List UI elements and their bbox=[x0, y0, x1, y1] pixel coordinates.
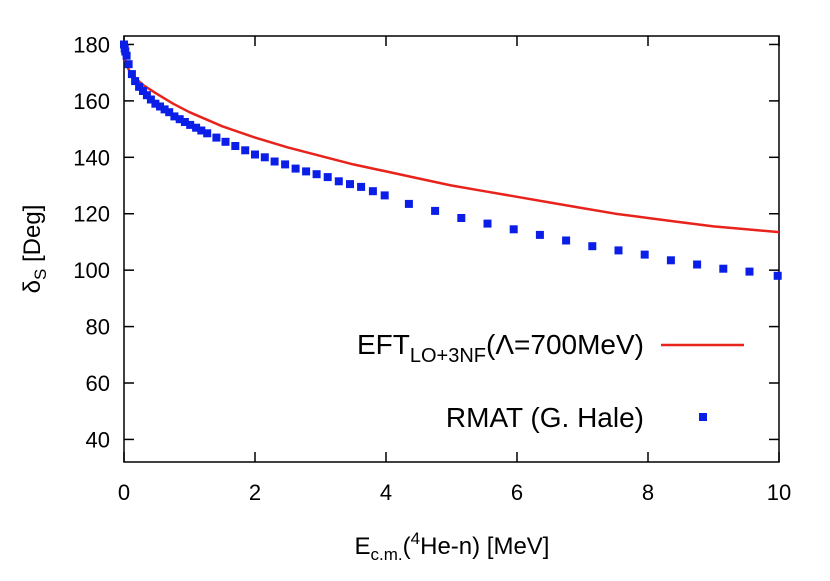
data-point-rmat bbox=[197, 126, 206, 135]
data-point-rmat bbox=[312, 170, 321, 179]
data-point-rmat bbox=[127, 70, 136, 79]
data-point-rmat bbox=[404, 199, 413, 208]
series-line-eft bbox=[122, 44, 780, 234]
y-tick-label: 40 bbox=[86, 427, 110, 452]
data-point-rmat bbox=[120, 40, 128, 49]
data-point-rmat bbox=[357, 182, 366, 191]
x-axis-label: Ec.m.(4He-n) [MeV] bbox=[355, 529, 550, 564]
data-point-rmat bbox=[562, 236, 571, 245]
data-point-rmat bbox=[457, 214, 466, 222]
data-point-rmat bbox=[241, 146, 250, 155]
x-tick-label: 6 bbox=[511, 480, 523, 505]
data-point-rmat bbox=[142, 91, 151, 100]
data-point-rmat bbox=[212, 133, 221, 142]
data-point-rmat bbox=[139, 87, 147, 95]
x-tick-label: 8 bbox=[642, 480, 654, 505]
legend: EFTLO+3NF(Λ=700MeV) RMAT (G. Hale) bbox=[357, 329, 744, 433]
data-point-rmat bbox=[693, 260, 702, 269]
data-point-rmat bbox=[135, 82, 144, 91]
data-point-rmat bbox=[666, 256, 675, 265]
data-point-rmat bbox=[614, 246, 623, 255]
series-layer bbox=[120, 40, 782, 280]
data-point-rmat bbox=[270, 157, 279, 166]
data-point-rmat bbox=[165, 108, 174, 117]
data-point-rmat bbox=[175, 115, 184, 124]
data-point-rmat bbox=[146, 95, 155, 104]
data-point-rmat bbox=[170, 112, 179, 121]
data-point-rmat bbox=[291, 164, 300, 173]
data-point-rmat bbox=[186, 120, 195, 129]
data-point-rmat bbox=[203, 129, 212, 138]
legend-label-eft: EFTLO+3NF(Λ=700MeV) bbox=[357, 329, 644, 367]
data-point-rmat bbox=[160, 105, 169, 114]
data-point-rmat bbox=[281, 160, 290, 169]
data-point-rmat bbox=[380, 191, 389, 200]
data-point-rmat bbox=[131, 77, 140, 86]
y-tick-label: 180 bbox=[73, 32, 110, 57]
data-point-rmat bbox=[121, 47, 130, 56]
data-point-rmat bbox=[773, 271, 782, 280]
x-tick-label: 2 bbox=[249, 480, 261, 505]
x-tick-label: 0 bbox=[118, 480, 130, 505]
data-point-rmat bbox=[260, 153, 269, 162]
x-axis-ticks: 0 2 4 6 8 10 bbox=[118, 36, 791, 505]
data-point-rmat bbox=[192, 123, 201, 132]
data-point-rmat bbox=[231, 142, 240, 150]
data-point-rmat bbox=[719, 264, 728, 273]
data-point-rmat bbox=[535, 230, 544, 239]
y-axis-ticks: 40 60 80 100 120 140 160 180 bbox=[73, 32, 779, 452]
y-tick-label: 160 bbox=[73, 89, 110, 114]
data-point-rmat bbox=[124, 60, 133, 69]
data-point-rmat bbox=[368, 187, 377, 196]
y-axis-label: δS [Deg] bbox=[19, 205, 50, 294]
data-point-rmat bbox=[156, 102, 164, 111]
data-point-rmat bbox=[180, 118, 189, 126]
data-point-rmat bbox=[302, 167, 311, 176]
data-point-rmat bbox=[122, 51, 131, 60]
y-tick-label: 120 bbox=[73, 202, 110, 227]
data-point-rmat bbox=[483, 219, 492, 228]
data-point-rmat bbox=[323, 173, 332, 182]
legend-label-rmat: RMAT (G. Hale) bbox=[446, 402, 644, 433]
y-tick-label: 140 bbox=[73, 145, 110, 170]
data-point-rmat bbox=[745, 267, 754, 276]
x-tick-label: 10 bbox=[767, 480, 791, 505]
y-tick-label: 100 bbox=[73, 258, 110, 283]
legend-swatch-rmat bbox=[699, 413, 707, 421]
data-point-rmat bbox=[509, 225, 518, 234]
y-tick-label: 80 bbox=[86, 315, 110, 340]
data-point-rmat bbox=[640, 250, 649, 259]
y-tick-label: 60 bbox=[86, 371, 110, 396]
data-point-rmat bbox=[346, 180, 354, 189]
data-point-rmat bbox=[221, 137, 230, 146]
plot-frame bbox=[123, 35, 780, 463]
data-point-rmat bbox=[588, 242, 597, 251]
data-point-rmat bbox=[431, 206, 440, 215]
x-tick-label: 4 bbox=[380, 480, 392, 505]
data-point-rmat bbox=[151, 99, 160, 108]
data-point-rmat bbox=[334, 177, 343, 186]
data-point-rmat bbox=[251, 150, 259, 159]
